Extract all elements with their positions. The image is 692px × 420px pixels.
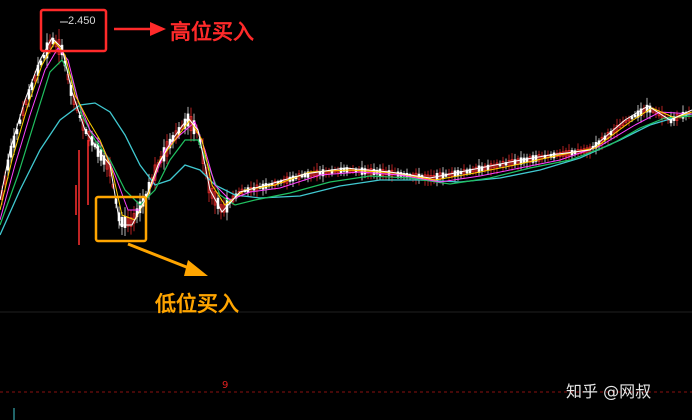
candle-body xyxy=(528,156,532,163)
ma10-line xyxy=(0,41,692,221)
ma20-line xyxy=(0,47,692,221)
ma5-line xyxy=(0,37,692,226)
candle-body xyxy=(42,55,46,59)
candle-body xyxy=(513,159,517,165)
ma60-line xyxy=(0,59,692,226)
candle-body xyxy=(24,99,28,105)
candle-body xyxy=(51,37,55,45)
candlestick-series xyxy=(0,29,691,245)
low-buy-annotation: 低位买入 xyxy=(155,292,239,316)
candle-body xyxy=(519,157,523,165)
candle-body xyxy=(630,116,634,120)
candle-body xyxy=(57,39,61,55)
candle-body xyxy=(33,75,37,82)
candle-body xyxy=(39,60,43,66)
candle-body xyxy=(129,217,133,227)
candle-body xyxy=(633,114,637,118)
candle-body xyxy=(30,82,34,91)
candle-body xyxy=(465,169,469,174)
peak-price-label: 2.450 xyxy=(68,15,96,27)
candle-body xyxy=(210,188,214,199)
candle-body xyxy=(120,217,124,227)
ma120-line xyxy=(0,102,692,236)
candle-body xyxy=(81,118,85,131)
candle-body xyxy=(624,120,628,123)
candle-body xyxy=(123,216,127,228)
low-arrow-line xyxy=(127,242,195,272)
candle-body xyxy=(483,165,487,171)
zhihu-watermark: 知乎 @网叔 xyxy=(566,382,652,401)
candle-body xyxy=(306,171,310,178)
candle-body xyxy=(645,104,649,113)
low-buy-box xyxy=(94,195,148,243)
candle-body xyxy=(468,168,472,174)
high-arrow-head xyxy=(150,22,166,36)
candle-body xyxy=(639,108,643,117)
candle-body xyxy=(549,153,553,158)
high-buy-annotation: 高位买入 xyxy=(170,20,254,44)
candle-body xyxy=(87,131,91,142)
high-buy-box xyxy=(39,8,108,53)
candle-body xyxy=(273,180,277,187)
candle-body xyxy=(321,169,325,177)
candle-body xyxy=(480,166,484,171)
candle-body xyxy=(534,155,538,162)
candle-body xyxy=(486,164,490,170)
axis-marker-label: 9 xyxy=(222,380,229,391)
candle-body xyxy=(459,170,463,175)
candle-body xyxy=(531,155,535,163)
candle-body xyxy=(303,172,307,178)
candle-body xyxy=(492,164,496,169)
candle-body xyxy=(537,154,541,162)
low-arrow-head xyxy=(184,260,208,276)
candle-body xyxy=(207,177,211,194)
candle-body xyxy=(456,170,460,177)
candle-body xyxy=(315,169,319,178)
candle-body xyxy=(471,168,475,173)
candle-body xyxy=(102,155,106,165)
candle-body xyxy=(552,152,556,159)
